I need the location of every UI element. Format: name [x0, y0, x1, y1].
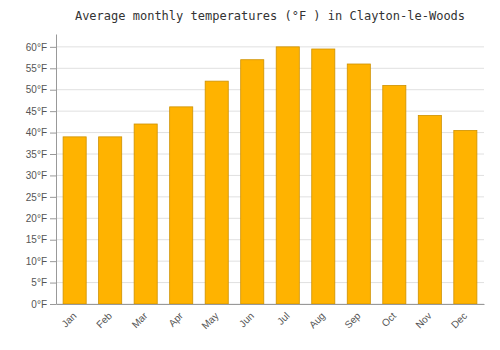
- bar: [276, 47, 299, 304]
- tick-label: Apr: [166, 310, 185, 329]
- tick-mark: [50, 68, 56, 69]
- tick-mark: [50, 197, 56, 198]
- tick: Mar: [130, 310, 150, 330]
- tick-mark: [50, 175, 56, 176]
- tick: Dec: [449, 310, 469, 330]
- tick-label: 25°F: [26, 192, 47, 203]
- tick-label: 35°F: [26, 149, 47, 160]
- tick-label: 20°F: [26, 213, 47, 224]
- bar: [418, 115, 441, 304]
- tick-mark: [50, 154, 56, 155]
- tick-mark: [50, 304, 56, 305]
- tick: Jul: [275, 310, 292, 327]
- tick: 40°F: [26, 127, 56, 138]
- tick: Nov: [413, 310, 433, 330]
- tick: Jan: [59, 310, 78, 329]
- tick: 15°F: [26, 234, 56, 245]
- tick: 10°F: [26, 256, 56, 267]
- tick-label: 45°F: [26, 106, 47, 117]
- tick-label: Sep: [342, 310, 363, 331]
- y-axis: 0°F 5°F 10°F 15°F 20°F 25°F 30°F 35°F 40°F 45°F 50…: [26, 35, 57, 310]
- bar: [134, 124, 157, 304]
- bar: [383, 85, 406, 304]
- grid-line: [56, 111, 484, 112]
- plot: 0°F 5°F 10°F 15°F 20°F 25°F 30°F 35°F 40°F 45°F 50…: [26, 35, 485, 332]
- grid-line: [56, 46, 484, 47]
- bar: [241, 60, 264, 304]
- tick: 35°F: [26, 149, 56, 160]
- tick-mark: [50, 240, 56, 241]
- tick-label: Jan: [59, 310, 78, 329]
- bar: [99, 137, 122, 304]
- tick: Jun: [237, 310, 256, 329]
- tick-label: 10°F: [26, 256, 47, 267]
- grid-line: [56, 89, 484, 90]
- x-axis: Jan Feb Mar Apr May Jun Jul Aug Sep Oct Nov Dec: [57, 305, 485, 332]
- bars: [63, 47, 477, 304]
- tick: Sep: [342, 310, 363, 331]
- tick-mark: [50, 261, 56, 262]
- bar: [312, 49, 335, 304]
- tick-label: Jun: [237, 310, 256, 329]
- tick-mark: [50, 283, 56, 284]
- tick: Feb: [94, 310, 114, 330]
- tick-label: 40°F: [26, 127, 47, 138]
- tick-label: 30°F: [26, 170, 47, 181]
- title: Average monthly temperatures (°F ) in Cl…: [75, 9, 465, 23]
- tick-label: 0°F: [31, 299, 47, 310]
- tick: Aug: [307, 310, 327, 330]
- tick-mark: [50, 133, 56, 134]
- tick-label: Feb: [94, 310, 114, 330]
- bar: [63, 137, 86, 304]
- grid: [56, 47, 484, 304]
- tick: 50°F: [26, 84, 56, 95]
- tick: 25°F: [26, 192, 56, 203]
- tick-label: Aug: [307, 310, 327, 330]
- bar: [347, 64, 370, 304]
- tick-label: 15°F: [26, 234, 47, 245]
- tick: Apr: [166, 310, 185, 329]
- tick: Oct: [379, 310, 398, 329]
- tick-label: 5°F: [31, 277, 47, 288]
- tick-label: Jul: [275, 310, 292, 327]
- bar: [454, 130, 477, 304]
- bar: [170, 107, 193, 304]
- tick-mark: [50, 47, 56, 48]
- tick-label: Oct: [379, 310, 398, 329]
- chart: 0°F 5°F 10°F 15°F 20°F 25°F 30°F 35°F 40°F 45°F 50…: [0, 0, 500, 350]
- tick-label: 50°F: [26, 84, 47, 95]
- tick-mark: [50, 111, 56, 112]
- tick: May: [199, 310, 220, 331]
- axis-line: [56, 35, 57, 305]
- tick-mark: [50, 90, 56, 91]
- tick-label: May: [199, 310, 220, 331]
- grid-line: [56, 68, 484, 69]
- tick: 5°F: [31, 277, 56, 288]
- tick-label: Mar: [130, 310, 150, 330]
- tick-label: 55°F: [26, 63, 47, 74]
- tick: 55°F: [26, 63, 56, 74]
- tick: 20°F: [26, 213, 56, 224]
- tick: 0°F: [31, 299, 56, 310]
- tick-label: Dec: [449, 310, 469, 330]
- tick-label: 60°F: [26, 42, 47, 53]
- tick-mark: [50, 218, 56, 219]
- axis-line: [57, 304, 485, 305]
- tick: 45°F: [26, 106, 56, 117]
- tick: 30°F: [26, 170, 56, 181]
- tick-label: Nov: [413, 310, 433, 330]
- bar: [205, 81, 228, 304]
- tick: 60°F: [26, 42, 56, 53]
